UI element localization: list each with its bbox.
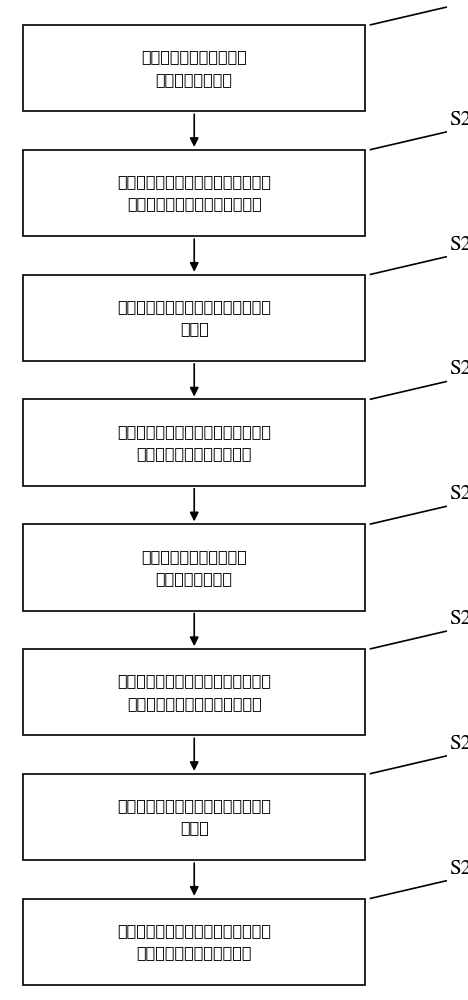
Text: S22: S22 <box>449 110 468 130</box>
Bar <box>23 649 365 735</box>
Bar <box>23 399 365 486</box>
Text: S26: S26 <box>449 609 468 629</box>
Text: S28: S28 <box>449 859 468 879</box>
Text: 控制第一功率管对导通，
为输出侧电容充电: 控制第一功率管对导通， 为输出侧电容充电 <box>141 50 247 87</box>
Text: 在钳位功率管的导通时间达到第二时
长后，控制钳位功率管关断: 在钳位功率管的导通时间达到第二时 长后，控制钳位功率管关断 <box>117 923 271 960</box>
Text: S27: S27 <box>449 734 468 754</box>
Bar <box>23 524 365 611</box>
Text: S24: S24 <box>449 360 468 379</box>
Bar <box>23 150 365 236</box>
Text: S25: S25 <box>449 484 468 504</box>
Bar <box>23 25 365 111</box>
Text: 控制钳位功率管导通，以使得输入电
感复位: 控制钳位功率管导通，以使得输入电 感复位 <box>117 299 271 336</box>
Bar <box>23 774 365 860</box>
Bar <box>23 899 365 985</box>
Text: S23: S23 <box>449 235 468 255</box>
Text: 在钳位功率管的导通时间达到第二时
长后，控制钳位功率管关断: 在钳位功率管的导通时间达到第二时 长后，控制钳位功率管关断 <box>117 424 271 461</box>
Text: 在第一功率管对的导通时间达到第一
时长后，控制第一功率管对关断: 在第一功率管对的导通时间达到第一 时长后，控制第一功率管对关断 <box>117 174 271 212</box>
Text: 控制钳位功率管导通，以使得输入电
感复位: 控制钳位功率管导通，以使得输入电 感复位 <box>117 798 271 836</box>
Text: 在第二功率管对的导通时间达到第一
时长后，控制第二功率管对关断: 在第二功率管对的导通时间达到第一 时长后，控制第二功率管对关断 <box>117 674 271 711</box>
Bar <box>23 275 365 361</box>
Text: S21: S21 <box>449 0 468 5</box>
Text: 控制第二功率管对导通，
为输出侧电容充电: 控制第二功率管对导通， 为输出侧电容充电 <box>141 549 247 586</box>
